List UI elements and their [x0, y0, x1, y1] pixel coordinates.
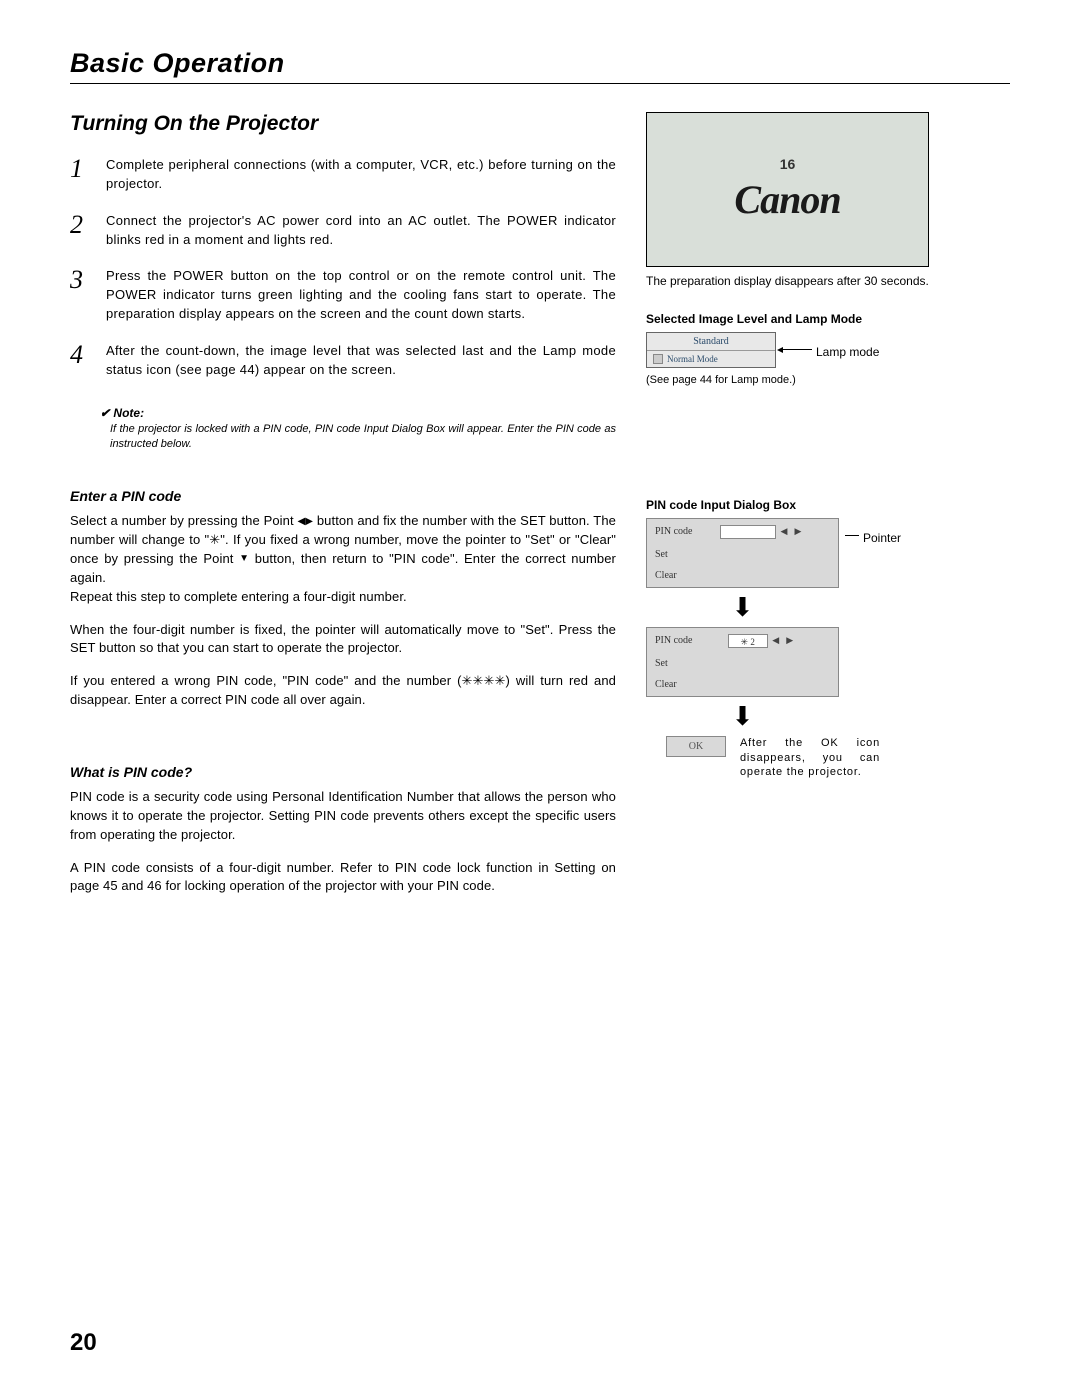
pointer-label: Pointer	[863, 530, 901, 547]
down-arrow-icon: ⬇	[646, 592, 839, 623]
lamp-heading: Selected Image Level and Lamp Mode	[646, 312, 1010, 326]
what-is-pin-heading: What is PIN code?	[70, 764, 616, 780]
prep-caption: The preparation display disappears after…	[646, 273, 1010, 290]
note-label-text: Note:	[113, 406, 144, 420]
page-number: 20	[70, 1329, 97, 1357]
ok-caption: After the OK icon disappears, you can op…	[740, 736, 880, 781]
note-label: ✔ Note:	[100, 406, 616, 420]
down-icon: ▼	[239, 552, 249, 567]
lamp-mode-label: Lamp mode	[816, 344, 879, 361]
clear-label[interactable]: Clear	[649, 675, 836, 694]
right-column: 16 Canon The preparation display disappe…	[646, 112, 1010, 910]
down-arrow-icon: ⬇	[646, 701, 839, 732]
pin-dialog-1: PIN code ◀ ▶ Set Clear	[646, 518, 839, 588]
step-text: After the count-down, the image level th…	[106, 342, 616, 380]
step-text: Press the POWER button on the top contro…	[106, 267, 616, 324]
step-text: Complete peripheral connections (with a …	[106, 156, 616, 194]
arrow-right-icon[interactable]: ▶	[784, 635, 796, 647]
lamp-mode-box: Standard Normal Mode	[646, 332, 776, 368]
pin-input-box[interactable]	[720, 525, 776, 539]
arrow-right-icon[interactable]: ▶	[792, 526, 804, 538]
step-number: 4	[70, 342, 92, 380]
pin-input-row: ◀ ▶	[720, 525, 830, 539]
clear-label[interactable]: Clear	[649, 566, 836, 585]
step-number: 2	[70, 212, 92, 250]
pin-code-label: PIN code	[649, 521, 712, 543]
step-2: 2 Connect the projector's AC power cord …	[70, 212, 616, 250]
divider	[70, 83, 1010, 84]
step-number: 3	[70, 267, 92, 324]
sub-title: Turning On the Projector	[70, 112, 616, 136]
text: Select a number by pressing the Point	[70, 513, 297, 528]
lamp-mode-text: Normal Mode	[667, 354, 718, 364]
set-label[interactable]: Set	[649, 654, 836, 673]
text: Repeat this step to complete entering a …	[70, 589, 407, 604]
arrow-icon	[782, 349, 812, 350]
what-is-pin-p2: A PIN code consists of a four-digit numb…	[70, 859, 616, 897]
set-label[interactable]: Set	[649, 545, 836, 564]
note-block: ✔ Note: If the projector is locked with …	[100, 406, 616, 453]
pin-code-label: PIN code	[649, 630, 720, 652]
lamp-row-normal: Normal Mode	[647, 351, 775, 367]
enter-pin-p2: When the four-digit number is fixed, the…	[70, 621, 616, 659]
step-3: 3 Press the POWER button on the top cont…	[70, 267, 616, 324]
pin-input-box[interactable]: ✳ 2	[728, 634, 768, 648]
section-title: Basic Operation	[70, 48, 1010, 79]
lamp-ref: (See page 44 for Lamp mode.)	[646, 374, 1010, 386]
enter-pin-p1: Select a number by pressing the Point ◀▶…	[70, 512, 616, 606]
pin-dialog-heading: PIN code Input Dialog Box	[646, 498, 1010, 512]
step-4: 4 After the count-down, the image level …	[70, 342, 616, 380]
lamp-annotation: Lamp mode	[782, 338, 879, 361]
lamp-row-standard: Standard	[647, 333, 775, 351]
enter-pin-heading: Enter a PIN code	[70, 488, 616, 504]
pointer-annotation: Pointer	[845, 524, 901, 547]
step-text: Connect the projector's AC power cord in…	[106, 212, 616, 250]
pin-input-row: ✳ 2 ◀ ▶	[728, 634, 830, 648]
line-icon	[845, 535, 859, 536]
left-right-icon: ◀▶	[297, 515, 313, 530]
arrow-left-icon[interactable]: ◀	[770, 635, 782, 647]
countdown-number: 16	[780, 156, 796, 172]
enter-pin-p3: If you entered a wrong PIN code, "PIN co…	[70, 672, 616, 710]
what-is-pin-p1: PIN code is a security code using Person…	[70, 788, 616, 845]
step-number: 1	[70, 156, 92, 194]
canon-logo: Canon	[734, 176, 840, 223]
ok-box[interactable]: OK	[666, 736, 726, 757]
preparation-display: 16 Canon	[646, 112, 929, 267]
lamp-icon	[653, 354, 663, 364]
note-text: If the projector is locked with a PIN co…	[110, 422, 616, 453]
pin-dialog-2: PIN code ✳ 2 ◀ ▶ Set Clear	[646, 627, 839, 697]
left-column: Turning On the Projector 1 Complete peri…	[70, 112, 616, 910]
step-1: 1 Complete peripheral connections (with …	[70, 156, 616, 194]
arrow-left-icon[interactable]: ◀	[778, 526, 790, 538]
